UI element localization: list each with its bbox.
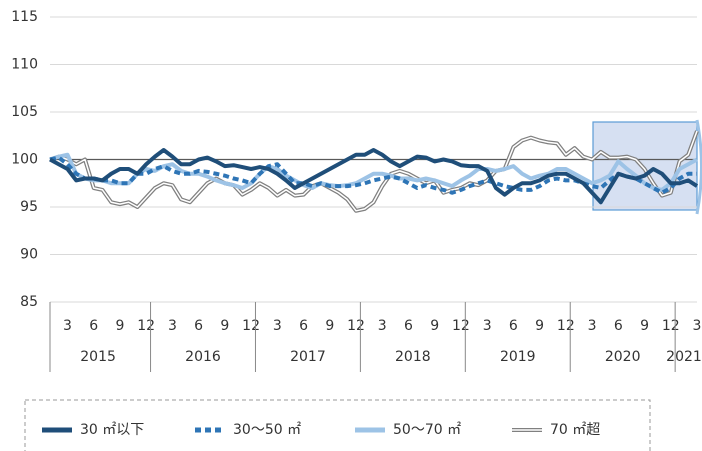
x-tick-label: 9 xyxy=(115,318,124,334)
y-tick-label: 105 xyxy=(11,104,38,120)
x-tick-label: 9 xyxy=(535,318,544,334)
x-tick-label: 3 xyxy=(63,318,72,334)
y-tick-label: 115 xyxy=(11,9,38,25)
legend-box xyxy=(24,399,651,451)
x-tick-label: 3 xyxy=(483,318,492,334)
legend-label: 30～50 ㎡ xyxy=(233,422,301,438)
x-tick-label: 6 xyxy=(404,318,413,334)
year-label: 2021 xyxy=(666,349,702,365)
x-tick-label: 9 xyxy=(640,318,649,334)
x-tick-label: 9 xyxy=(430,318,439,334)
year-label: 2018 xyxy=(395,349,431,365)
x-tick-label: 9 xyxy=(220,318,229,334)
x-tick-label: 9 xyxy=(325,318,334,334)
x-tick-label: 3 xyxy=(588,318,597,334)
x-tick-label: 3 xyxy=(168,318,177,334)
y-tick-label: 110 xyxy=(11,57,38,73)
x-tick-label: 6 xyxy=(299,318,308,334)
x-tick-label: 12 xyxy=(137,318,155,334)
legend-label: 30 ㎡以下 xyxy=(80,422,144,438)
series-line xyxy=(49,148,699,205)
y-tick-label: 100 xyxy=(11,152,38,168)
year-label: 2015 xyxy=(80,349,116,365)
series-line-inner xyxy=(49,130,698,212)
x-tick-label: 6 xyxy=(614,318,623,334)
y-tick-label: 95 xyxy=(20,199,38,215)
year-label: 2017 xyxy=(290,349,326,365)
x-tick-label: 12 xyxy=(242,318,260,334)
x-tick-label: 3 xyxy=(693,318,702,334)
year-label: 2020 xyxy=(605,349,641,365)
y-tick-label: 90 xyxy=(20,247,38,263)
y-tick-label: 85 xyxy=(20,294,38,310)
x-tick-label: 12 xyxy=(557,318,575,334)
x-tick-label: 6 xyxy=(89,318,98,334)
legend-label: 70 ㎡超 xyxy=(550,422,600,438)
x-tick-label: 12 xyxy=(347,318,365,334)
x-tick-label: 12 xyxy=(452,318,470,334)
x-tick-label: 3 xyxy=(378,318,387,334)
x-tick-label: 3 xyxy=(273,318,282,334)
x-tick-label: 6 xyxy=(194,318,203,334)
x-tick-label: 12 xyxy=(662,318,680,334)
year-label: 2016 xyxy=(185,349,221,365)
year-label: 2019 xyxy=(500,349,536,365)
series-line xyxy=(49,155,697,195)
legend-label: 50～70 ㎡ xyxy=(393,422,461,438)
x-tick-label: 6 xyxy=(509,318,518,334)
